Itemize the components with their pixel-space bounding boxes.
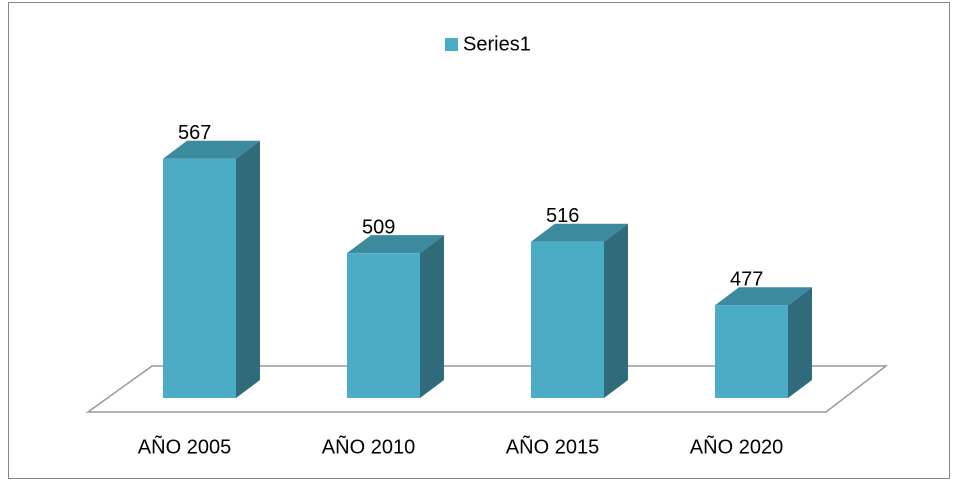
bar-top [715, 287, 812, 306]
data-label: 477 [730, 268, 763, 290]
data-label: 516 [546, 205, 579, 227]
legend-label: Series1 [463, 33, 531, 55]
x-tick-label: AÑO 2020 [690, 434, 783, 458]
bar-side [788, 287, 812, 398]
x-tick-label: AÑO 2015 [506, 434, 599, 458]
data-label: 509 [362, 216, 395, 238]
x-tick-label: AÑO 2010 [322, 434, 415, 458]
bar [347, 253, 420, 398]
bar [163, 158, 236, 398]
bar [715, 305, 788, 398]
bar-top [531, 223, 628, 242]
bar-side [604, 223, 628, 398]
bar [531, 241, 604, 398]
bar-top [163, 140, 260, 159]
x-tick-label: AÑO 2005 [138, 434, 231, 458]
floor [85, 365, 889, 413]
bar-top [347, 235, 444, 254]
data-label: 567 [178, 122, 211, 144]
bar-side [420, 235, 444, 398]
bar-side [236, 140, 260, 398]
legend-swatch [445, 38, 458, 51]
